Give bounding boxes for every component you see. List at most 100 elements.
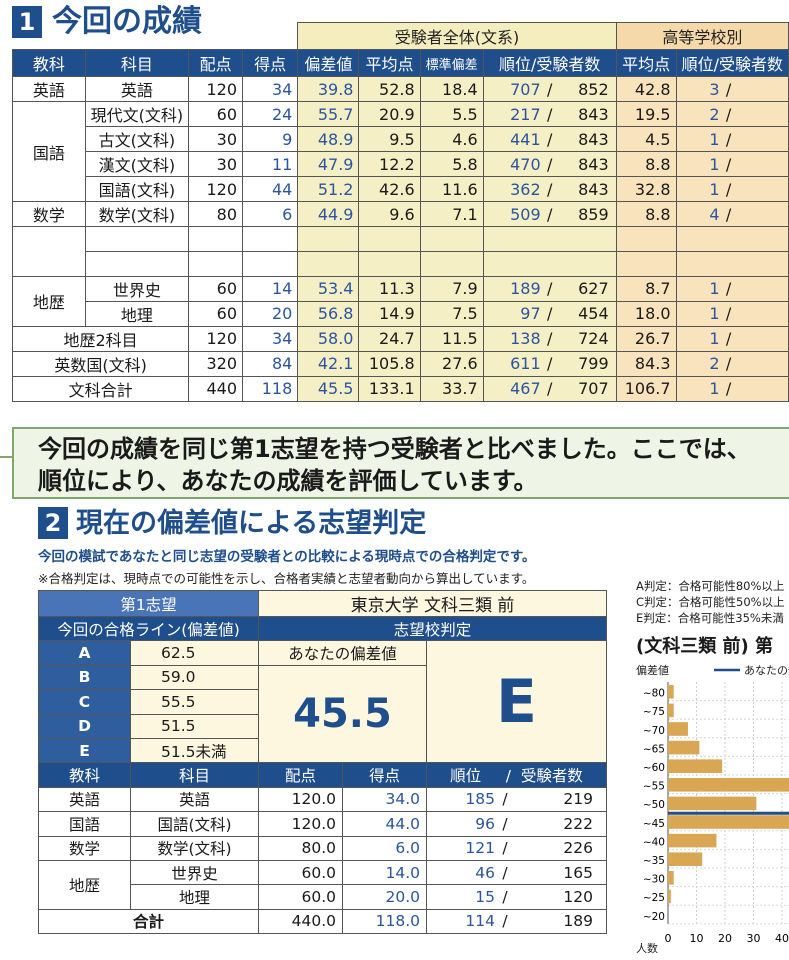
judgment-table: 第1志望 東京大学 文科三類 前 今回の合格ライン(偏差値) 志望校判定 A 6…	[38, 590, 607, 935]
grade-e: E	[38, 737, 131, 764]
cell-subject: 数学	[38, 835, 131, 861]
cell-subject: 地歴2科目	[11, 325, 190, 352]
cell-school-rank: 1/	[675, 151, 789, 177]
histogram-bar	[668, 685, 674, 699]
cell-average: 24.7	[358, 325, 421, 352]
x-tick-label: 30	[747, 932, 761, 945]
cell-school-average: 4.5	[615, 126, 677, 152]
cell-subject: 英語	[12, 76, 86, 102]
cell-course: 数学(文科)	[130, 835, 259, 861]
cell-deviation: 42.1	[297, 350, 360, 377]
header-deviation: 偏差値	[297, 49, 360, 77]
histogram-bar	[668, 703, 674, 718]
cell-subject: 国語	[12, 101, 86, 202]
y-tick-label: ~60	[643, 762, 665, 774]
cell-rank: 121 / 226	[426, 835, 607, 861]
total-value: 707	[578, 379, 609, 399]
section1-title: 今回の成績	[52, 4, 202, 39]
cell-course: 英語	[84, 76, 190, 102]
header-score: 得点	[342, 762, 427, 788]
rank-sep: /	[546, 129, 553, 149]
cell-school-average: 8.8	[615, 151, 677, 177]
rank-sep: /	[725, 129, 732, 149]
empty-cell	[482, 226, 617, 252]
chart-xlabels: 0 10 20 30 40	[665, 932, 789, 945]
rank-value: 509	[510, 204, 541, 224]
cell-stddev: 7.5	[419, 300, 484, 327]
rank-sep: /	[502, 814, 508, 833]
cell-stddev: 11.5	[419, 325, 484, 352]
empty-cell	[675, 250, 789, 277]
grade-b: B	[38, 664, 131, 691]
cell-score: 118.0	[342, 908, 427, 935]
section2-title: 現在の偏差値による志望判定	[76, 508, 427, 539]
cell-rank: 441/ 843	[482, 126, 617, 152]
cell-max: 30	[188, 151, 243, 177]
histogram-bar	[668, 740, 700, 755]
histogram-bar	[668, 759, 723, 773]
y-tick-label: ~45	[643, 818, 665, 830]
cell-max: 120	[188, 176, 243, 202]
rank-sep: /	[502, 912, 508, 931]
rank-sep: /	[546, 354, 553, 374]
cell-score: 11	[241, 151, 299, 177]
cell-rank: 467/ 707	[482, 375, 617, 402]
info-line-2: 順位により、あなたの成績を評価しています。	[38, 467, 538, 495]
total-value: 165	[563, 863, 593, 882]
cell-average: 9.6	[358, 201, 421, 227]
cell-school-rank: 1/	[675, 375, 789, 402]
total-value: 627	[578, 279, 609, 299]
rank-value: 362	[510, 179, 541, 199]
x-tick-label: 20	[718, 932, 732, 945]
school-rank-value: 1	[709, 279, 720, 299]
y-tick-label: ~80	[643, 688, 665, 700]
rank-value: 189	[510, 279, 541, 299]
cell-school-rank: 2/	[675, 101, 789, 127]
total-value: 799	[578, 354, 609, 374]
cell-course: 古文(文科)	[84, 126, 190, 152]
cell-rank: 470/ 843	[482, 151, 617, 177]
cell-school-average: 84.3	[615, 350, 677, 377]
y-tick-label: ~40	[643, 836, 665, 848]
chart-ylabel: 偏差値	[636, 663, 669, 677]
empty-cell	[297, 226, 360, 252]
judgment-label: 志望校判定	[258, 615, 607, 642]
cell-subject: 英語	[38, 786, 131, 813]
table-row: 英数国(文科) 320 84 42.1 105.8 27.6 611/799 8…	[11, 350, 789, 377]
cell-school-average: 18.0	[615, 300, 677, 327]
table-row: 英語 英語 120.0 34.0 185 / 219	[38, 786, 607, 813]
x-tick-label: 40	[775, 932, 789, 945]
legend-series-label: あなたの偏差値	[744, 663, 789, 677]
rank-value: 46	[475, 863, 495, 882]
cell-deviation: 51.2	[297, 176, 360, 202]
cell-stddev: 5.5	[419, 101, 484, 127]
table-row: 地理 60 20 56.8 14.9 7.5 97/454 18.0 1/	[13, 300, 789, 327]
rank-sep: /	[725, 379, 732, 399]
header-school-average: 平均点	[615, 49, 677, 77]
grade-e-value: 51.5未満	[130, 737, 259, 764]
cell-average: 133.1	[358, 375, 421, 402]
school-rank-value: 1	[709, 379, 720, 399]
cell-max: 30	[188, 126, 243, 152]
cell-school-rank: 4/	[675, 201, 789, 227]
cell-max: 440.0	[258, 908, 343, 935]
header-average: 平均点	[358, 49, 421, 77]
y-tick-label: ~55	[643, 781, 665, 793]
cell-school-average: 8.7	[615, 275, 677, 302]
cell-score: 34.0	[342, 786, 427, 813]
header-course: 科目	[130, 762, 259, 788]
cell-stddev: 11.6	[419, 176, 484, 202]
cell-score: 9	[241, 126, 299, 152]
group-header-exam: 受験者全体(文系)	[297, 22, 617, 50]
cell-school-average: 26.7	[615, 325, 677, 352]
y-tick-label: ~70	[643, 725, 665, 737]
header-rank-sep: /	[505, 767, 511, 786]
cell-course: 地理	[130, 884, 259, 910]
cell-deviation: 45.5	[297, 375, 360, 402]
chart-ylabels: ~80 ~75 ~70 ~65 ~60 ~55 ~50 ~45 ~40 ~35 ~30 ~25 ~20	[643, 688, 665, 923]
rank-sep: /	[546, 379, 553, 399]
histogram-bar	[668, 871, 674, 885]
cell-rank: 114 / 189	[426, 908, 607, 935]
header-total-label: 受験者数	[520, 767, 583, 786]
cell-rank: 509/ 859	[482, 201, 617, 227]
